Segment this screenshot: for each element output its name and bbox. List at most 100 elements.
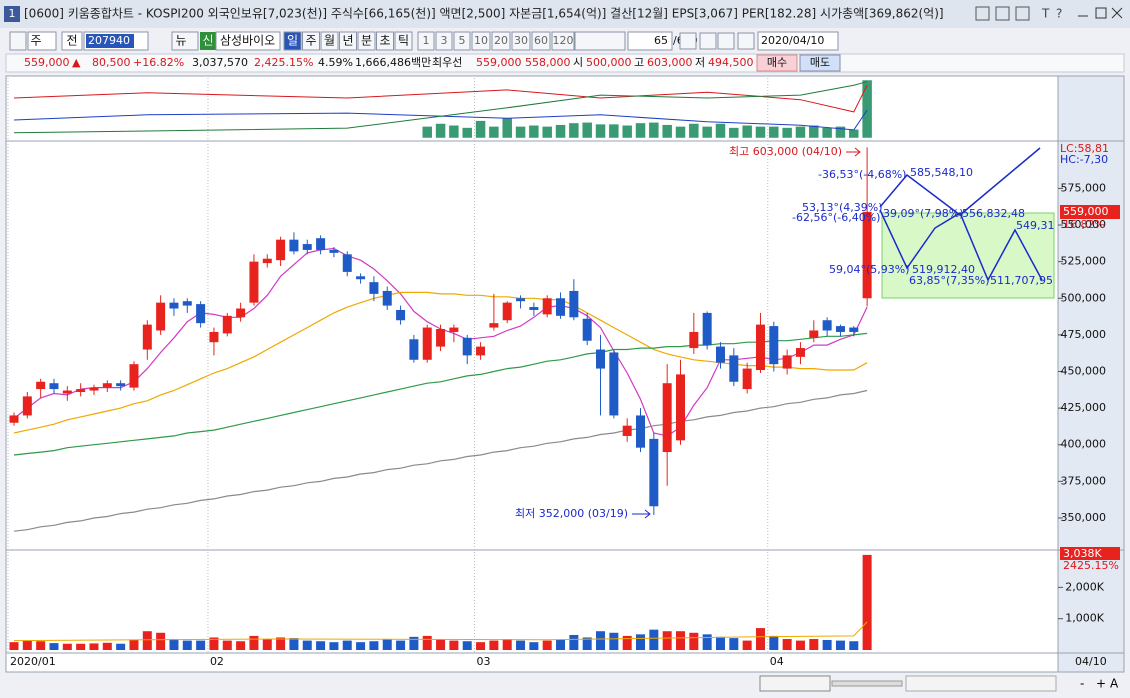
tool-icon[interactable] bbox=[995, 6, 1010, 21]
view-tools[interactable] bbox=[905, 675, 1057, 692]
unit-combo[interactable] bbox=[27, 31, 57, 51]
lc-label: LC:58,81 bbox=[1060, 142, 1109, 155]
candle-body bbox=[409, 339, 419, 360]
minute-button[interactable] bbox=[471, 31, 491, 51]
indicator-line bbox=[13, 109, 868, 131]
tool-icon[interactable] bbox=[9, 31, 27, 51]
interval[interactable]: 월 bbox=[324, 34, 335, 48]
minute[interactable]: 120 bbox=[553, 34, 574, 47]
scroll-slider[interactable] bbox=[831, 680, 903, 687]
count[interactable]: 65 bbox=[654, 34, 668, 47]
volume-bar bbox=[529, 642, 539, 650]
quote-low-label: 저 bbox=[695, 56, 705, 69]
zoom-out[interactable]: - bbox=[1080, 677, 1084, 691]
volume-bar bbox=[36, 641, 46, 650]
indicator-bar bbox=[675, 126, 686, 139]
interval[interactable]: 초 bbox=[379, 34, 390, 48]
close[interactable] bbox=[1111, 7, 1123, 19]
minute-button[interactable] bbox=[531, 31, 551, 51]
axis-area bbox=[1057, 75, 1125, 673]
annotation: 511,707,95 bbox=[990, 274, 1053, 287]
code[interactable]: 207940 bbox=[88, 34, 130, 47]
interval[interactable]: 주 bbox=[305, 34, 316, 48]
tool-help[interactable]: ? bbox=[1056, 7, 1062, 21]
volume-bar bbox=[156, 632, 166, 650]
interval-button[interactable] bbox=[320, 31, 339, 51]
count-input[interactable] bbox=[627, 31, 673, 51]
candle-body bbox=[89, 387, 99, 391]
sell[interactable]: 매도 bbox=[810, 56, 830, 69]
minute[interactable]: 30 bbox=[514, 34, 528, 47]
interval-button[interactable] bbox=[394, 31, 413, 51]
unit[interactable]: 주 bbox=[30, 34, 41, 48]
news[interactable]: 뉴 bbox=[175, 34, 186, 48]
minute-button[interactable] bbox=[551, 31, 575, 51]
candle-body bbox=[476, 346, 486, 356]
quote-open: 500,000 bbox=[586, 56, 632, 69]
candle-body bbox=[542, 298, 552, 315]
news-button[interactable] bbox=[171, 31, 199, 51]
minute[interactable]: 60 bbox=[534, 34, 548, 47]
annotation: 585,548,10 bbox=[910, 166, 973, 179]
market[interactable]: 전 bbox=[66, 34, 77, 48]
volume-bar bbox=[502, 639, 512, 650]
candle-body bbox=[342, 254, 352, 272]
volume-bar bbox=[715, 636, 725, 650]
candle-body bbox=[462, 337, 472, 356]
interval-button[interactable] bbox=[302, 31, 320, 51]
interval-button[interactable] bbox=[339, 31, 357, 51]
scroll-buttons[interactable] bbox=[759, 675, 831, 692]
interval[interactable]: 분 bbox=[361, 34, 372, 48]
interval-button[interactable] bbox=[283, 31, 302, 51]
buy[interactable]: 매수 bbox=[767, 56, 787, 69]
volume-bar bbox=[422, 635, 432, 650]
minute-button[interactable] bbox=[435, 31, 453, 51]
volume-bar bbox=[556, 639, 566, 650]
market-combo[interactable] bbox=[61, 31, 83, 51]
candle-body bbox=[22, 396, 32, 416]
minute-button[interactable] bbox=[511, 31, 531, 51]
tool-icon[interactable] bbox=[1015, 6, 1030, 21]
indicator-bar bbox=[795, 126, 806, 139]
title-icon-box bbox=[4, 6, 20, 22]
minute[interactable]: 3 bbox=[441, 34, 448, 47]
volume-bar bbox=[689, 632, 699, 650]
tool-text[interactable]: T bbox=[1041, 7, 1050, 21]
minute-button[interactable] bbox=[417, 31, 435, 51]
x-tick-label: 2020/01 bbox=[10, 655, 56, 668]
date-input[interactable] bbox=[757, 31, 839, 51]
zoom-in[interactable]: + bbox=[1096, 677, 1106, 691]
maximize[interactable] bbox=[1095, 7, 1107, 19]
minute-button[interactable] bbox=[453, 31, 471, 51]
interval-button[interactable] bbox=[376, 31, 394, 51]
minute[interactable]: 10 bbox=[474, 34, 488, 47]
indicator-bar bbox=[755, 126, 766, 139]
code-highlight bbox=[86, 34, 134, 48]
minute[interactable]: 20 bbox=[494, 34, 508, 47]
quote-bid: 558,000 bbox=[525, 56, 571, 69]
interval-button[interactable] bbox=[357, 31, 376, 51]
hc-label: HC:-7,30 bbox=[1060, 153, 1108, 166]
quote-turnover: 4.59% bbox=[318, 56, 353, 69]
volume-bar bbox=[809, 639, 819, 650]
sell-button[interactable] bbox=[799, 54, 841, 72]
minute[interactable]: 5 bbox=[459, 34, 466, 47]
interval[interactable]: 일 bbox=[287, 34, 298, 48]
candle-body bbox=[502, 302, 512, 321]
auto[interactable]: A bbox=[1110, 677, 1119, 691]
x-end-label: 04/10 bbox=[1075, 655, 1107, 668]
minute-button[interactable] bbox=[491, 31, 511, 51]
tool-icon[interactable] bbox=[679, 32, 697, 50]
tool-icon[interactable] bbox=[737, 32, 755, 50]
tool-icon[interactable] bbox=[699, 32, 717, 50]
buy-button[interactable] bbox=[756, 54, 798, 72]
interval[interactable]: 년 bbox=[342, 34, 353, 48]
tool-icon[interactable] bbox=[717, 32, 735, 50]
minute[interactable]: 1 bbox=[423, 34, 430, 47]
tool-icon[interactable] bbox=[975, 6, 990, 21]
date[interactable]: 2020/04/10 bbox=[761, 34, 824, 47]
interval[interactable]: 틱 bbox=[398, 34, 409, 48]
combo[interactable] bbox=[574, 31, 626, 51]
credit[interactable]: 신 bbox=[202, 34, 213, 48]
quote-low: 494,500 bbox=[708, 56, 754, 69]
